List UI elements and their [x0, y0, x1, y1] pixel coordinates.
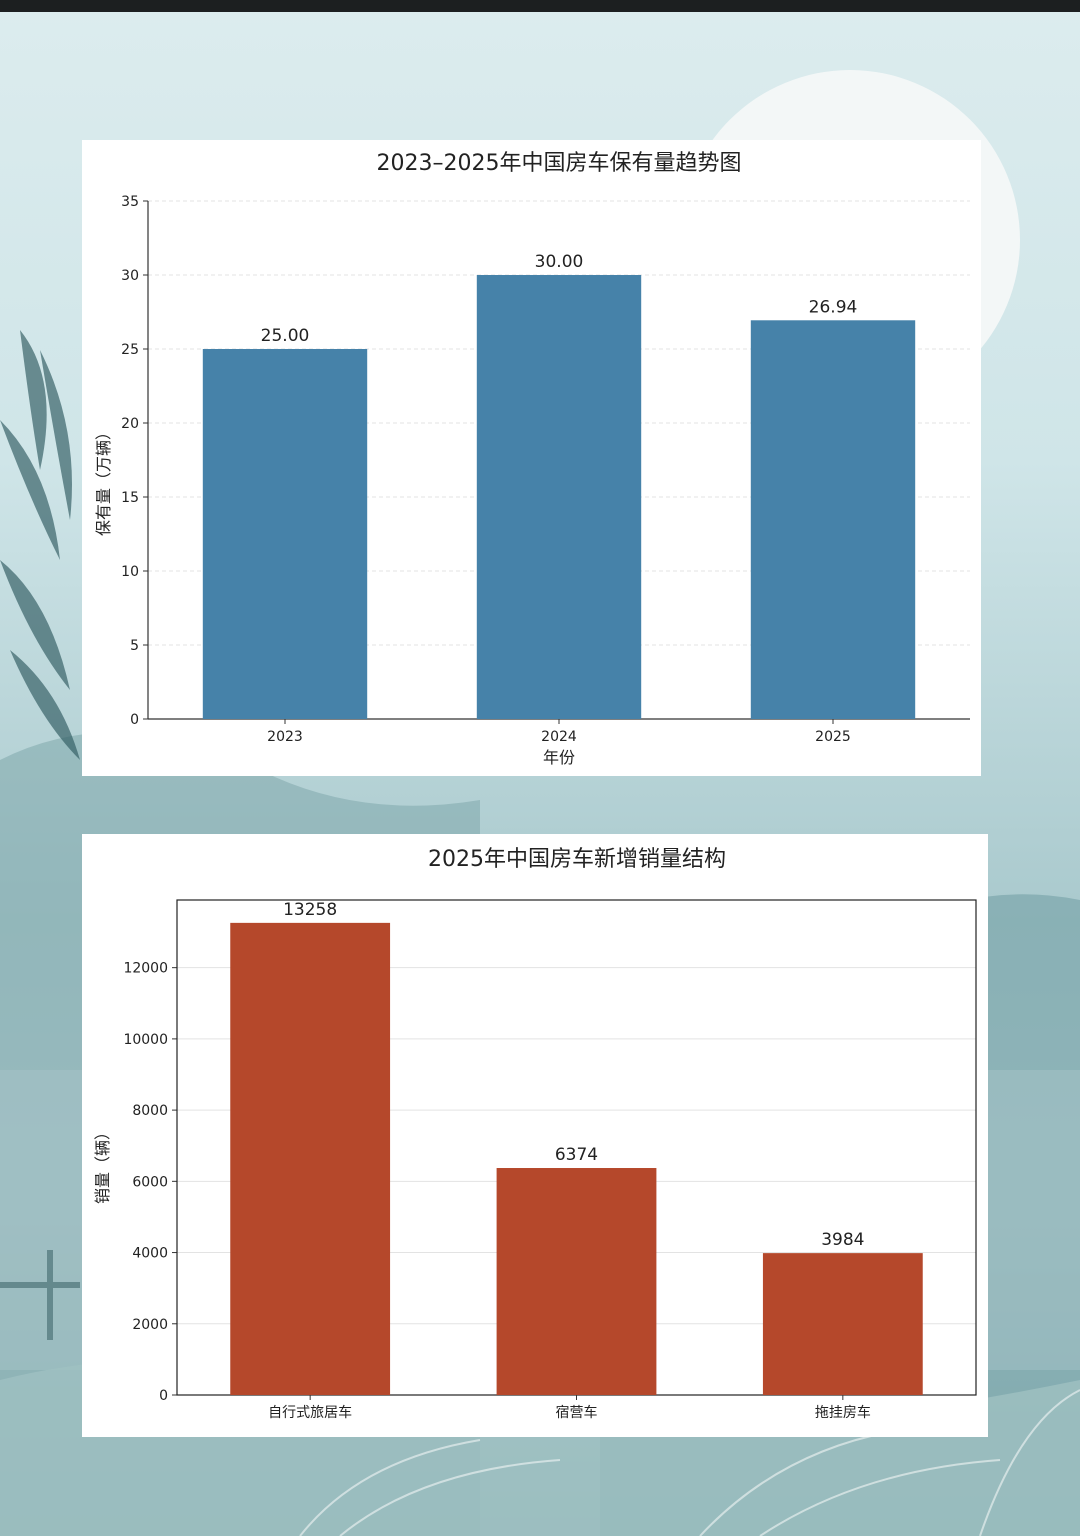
- bar-2023: [202, 349, 368, 719]
- bar-2024: [476, 275, 642, 719]
- y-tick-label: 6000: [132, 1174, 168, 1190]
- bar-value-label: 6374: [555, 1145, 598, 1165]
- y-tick-label: 10: [121, 564, 139, 580]
- bar-拖挂房车: [762, 1253, 923, 1395]
- y-tick-label: 0: [130, 712, 139, 728]
- x-axis-label: 年份: [543, 748, 575, 767]
- x-tick-label: 宿营车: [556, 1404, 598, 1421]
- chart-title: 2023–2025年中国房车保有量趋势图: [377, 151, 742, 176]
- bar-value-label: 26.94: [809, 297, 858, 317]
- y-tick-label: 20: [121, 416, 139, 432]
- bar-2025: [750, 320, 916, 719]
- y-tick-label: 12000: [123, 961, 168, 977]
- y-tick-label: 35: [121, 194, 139, 210]
- y-axis-label: 销量（辆）: [93, 1124, 112, 1204]
- y-tick-label: 15: [121, 490, 139, 506]
- y-tick-label: 2000: [132, 1317, 168, 1333]
- y-tick-label: 10000: [123, 1032, 168, 1048]
- sales-bar-chart: 2025年中国房车新增销量结构 销量（辆） 0 2000 4000 6000 8000 1…: [93, 847, 977, 1421]
- y-axis-label: 保有量（万辆）: [94, 424, 113, 536]
- y-tick-label: 5: [130, 638, 139, 654]
- bar-宿营车: [496, 1168, 657, 1395]
- y-tick-label: 4000: [132, 1246, 168, 1262]
- top-bar: [0, 0, 1080, 12]
- x-tick-label: 2024: [541, 729, 577, 745]
- chart-panel-holdings: 2023–2025年中国房车保有量趋势图 保有量（万辆） 年份 0 5 10 15 20…: [82, 140, 981, 776]
- x-tick-label: 2025: [815, 729, 851, 745]
- bar-value-label: 13258: [283, 900, 337, 920]
- chart-title: 2025年中国房车新增销量结构: [428, 847, 726, 872]
- x-tick-label: 自行式旅居车: [268, 1404, 352, 1421]
- y-tick-label: 25: [121, 342, 139, 358]
- y-tick-label: 8000: [132, 1103, 168, 1119]
- holdings-bar-chart: 2023–2025年中国房车保有量趋势图 保有量（万辆） 年份 0 5 10 15 20…: [94, 151, 970, 767]
- bar-value-label: 30.00: [535, 252, 584, 272]
- chart-panel-sales: 2025年中国房车新增销量结构 销量（辆） 0 2000 4000 6000 8000 1…: [82, 834, 988, 1437]
- bar-value-label: 3984: [821, 1230, 864, 1250]
- x-tick-label: 2023: [267, 729, 303, 745]
- bar-自行式旅居车: [230, 922, 391, 1395]
- bar-value-label: 25.00: [261, 326, 310, 346]
- x-tick-label: 拖挂房车: [815, 1404, 871, 1421]
- y-tick-label: 30: [121, 268, 139, 284]
- y-tick-label: 0: [159, 1388, 168, 1404]
